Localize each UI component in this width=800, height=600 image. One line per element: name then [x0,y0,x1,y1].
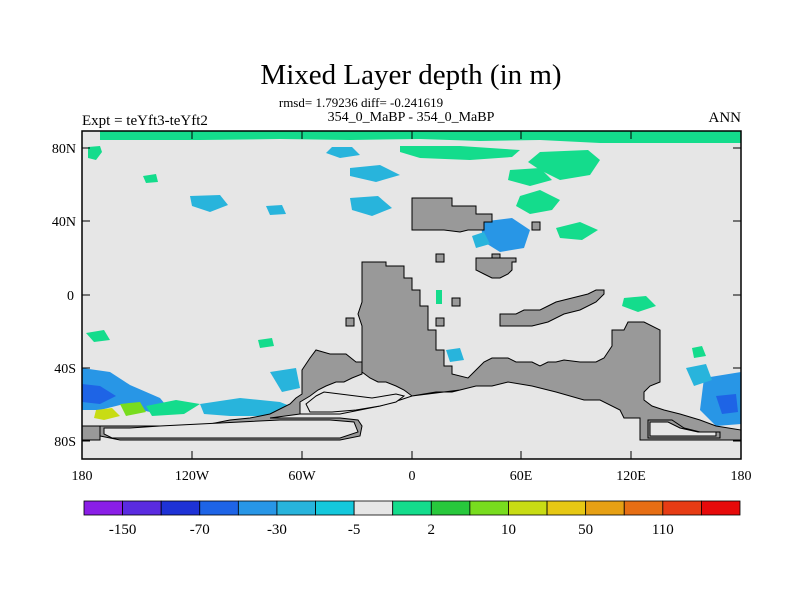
land-east-strip [499,289,605,327]
pacific-north-cyan-2 [266,205,286,215]
colorbar-label-2: -30 [267,522,287,538]
colorbar-swatch-16 [701,500,741,516]
main-title: Mixed Layer depth (in m) [260,59,561,91]
lat-label-40n: 40N [52,215,76,230]
southern-ocean-cyan-east [686,364,712,386]
lon-labels: 180 120W 60W 0 60E 120E 180 [72,469,752,484]
baltic-green [516,190,560,214]
pacific-north-cyan [190,195,228,212]
east-pacific-green [86,330,110,342]
map-plot [81,130,742,460]
lat-label-40s: 40S [54,362,76,377]
colorbar-swatch-0 [83,500,123,516]
southern-ocean-lime [120,402,146,416]
land-isle-1 [435,253,445,263]
colorbar-swatch-2 [160,500,201,516]
lat-label-80n: 80N [52,142,76,157]
colorbar-swatch-6 [315,500,355,516]
arctic-green-band-west [88,146,102,160]
southern-ocean-green-mid [146,400,200,416]
lon-axis [81,131,742,459]
colorbar-label-6: 50 [578,522,593,538]
colorbar-swatch-14 [623,500,664,516]
lat-axis [82,147,741,442]
lon-label-0: 0 [409,469,416,484]
southern-ocean-deepblue-west [82,384,116,404]
inner-sea-central [305,391,406,413]
lon-label-180w: 180 [72,469,93,484]
season-label: ANN [709,110,742,126]
colorbar-swatch-4 [237,500,278,516]
south-atlantic-cyan [446,348,464,362]
expt-label: Expt = teYft3-teYft2 [82,113,208,129]
colorbar-label-5: 10 [501,522,516,538]
inner-sea-south-west [103,419,359,439]
indian-ocean-green [622,296,656,312]
colorbar-swatch-10 [469,500,509,516]
land-isle-6 [435,317,445,327]
land-central-block [475,257,517,279]
stats-line: rmsd= 1.79236 diff= -0.241619 [279,95,443,110]
colorbar-label-4: 2 [428,522,436,538]
colorbar-swatch-9 [430,500,471,516]
tropical-green [436,290,442,304]
colorbar-swatch-3 [199,500,239,516]
colorbar-swatch-8 [392,500,432,516]
lon-label-120w: 120W [175,469,210,484]
case-line: 354_0_MaBP - 354_0_MaBP [328,110,495,125]
southern-ocean-yellow [94,408,120,420]
colorbar-swatch-12 [546,500,587,516]
mediterranean-blue [480,218,530,252]
lon-label-120e: 120E [616,469,646,484]
lon-label-60w: 60W [288,469,316,484]
north-atlantic-cyan [350,196,392,216]
colorbar-labels: -150 -70 -30 -5 2 10 50 110 [109,522,674,538]
lat-label-0: 0 [67,289,74,304]
lon-label-180e: 180 [731,469,752,484]
colorbar-label-3: -5 [348,522,361,538]
colorbar [83,500,741,516]
siberia-green-2 [508,168,552,186]
land-north-block [411,197,493,233]
mediterranean-cyan [472,232,490,248]
colorbar-swatch-1 [122,500,162,516]
lat-labels: 80N 40N 0 40S 80S [52,142,76,450]
siberia-green [528,150,600,180]
colorbar-label-1: -70 [190,522,210,538]
colorbar-swatch-7 [353,500,394,516]
north-atlantic-blue [326,147,360,158]
land-antarctic-west [81,425,101,441]
inner-sea [103,391,717,439]
colorbar-swatch-13 [585,500,625,516]
colorbar-label-7: 110 [652,522,674,538]
land-isle-4 [451,297,461,307]
land-small-east-island [531,221,541,231]
colorbar-swatch-15 [662,500,702,516]
australia-green [692,346,706,358]
east-asia-green [556,222,598,240]
colorbar-swatch-11 [508,500,548,516]
inner-sea-south-east [649,421,717,437]
land-isle-5 [345,317,355,327]
north-atlantic-blue-2 [350,165,400,182]
greenland-green [400,146,520,160]
southern-ocean-deepblue-east [716,394,738,414]
colorbar-label-0: -150 [109,522,137,538]
south-pacific-green [258,338,274,348]
colorbar-swatch-5 [276,500,316,516]
lon-label-60e: 60E [510,469,533,484]
lat-label-80s: 80S [54,435,76,450]
arctic-green-band [100,131,741,143]
pacific-north-green [143,174,158,183]
southern-ocean-cyan-mid2 [270,368,300,392]
